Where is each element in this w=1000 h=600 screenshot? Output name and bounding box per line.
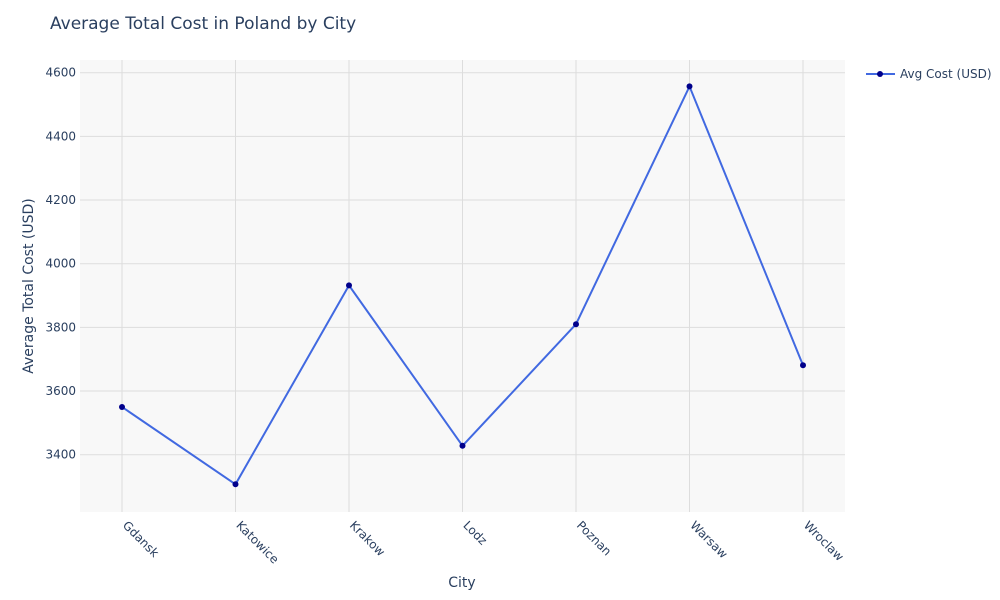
series-avg-cost (119, 83, 806, 488)
y-tick-label: 4000 (45, 257, 76, 271)
data-point[interactable] (232, 481, 239, 488)
y-tick-label: 3600 (45, 384, 76, 398)
x-axis-title: City (448, 575, 475, 591)
chart-title: Average Total Cost in Poland by City (50, 14, 356, 34)
legend-label: Avg Cost (USD) (900, 67, 992, 81)
x-tick-label: Warsaw (687, 518, 730, 561)
x-axis-ticks: Gdansk Katowice Krakow Lodz Poznan Warsaw Wroc… (120, 518, 847, 566)
x-tick-label: Wroclaw (801, 518, 847, 564)
x-tick-label: Krakow (347, 518, 388, 559)
data-point[interactable] (119, 403, 125, 410)
y-axis-title: Average Total Cost (USD) (21, 198, 37, 374)
legend[interactable]: Avg Cost (USD) (866, 67, 992, 81)
x-tick-label: Lodz (460, 518, 490, 548)
data-point[interactable] (800, 362, 806, 369)
data-point[interactable] (459, 442, 466, 449)
x-tick-label: Katowice (233, 518, 281, 566)
x-tick-label: Gdansk (120, 518, 162, 560)
y-axis-ticks: 3400 3600 3800 4000 4200 4400 4600 (45, 66, 76, 462)
data-point[interactable] (346, 282, 352, 289)
y-tick-label: 4400 (45, 129, 76, 143)
data-point[interactable] (686, 83, 693, 90)
y-tick-label: 3400 (45, 448, 76, 462)
data-point[interactable] (573, 321, 579, 328)
x-tick-label: Poznan (574, 518, 614, 558)
y-tick-label: 4600 (45, 66, 76, 80)
y-tick-label: 3800 (45, 320, 76, 334)
y-tick-label: 4200 (45, 193, 76, 207)
legend-marker-swatch (877, 71, 883, 77)
